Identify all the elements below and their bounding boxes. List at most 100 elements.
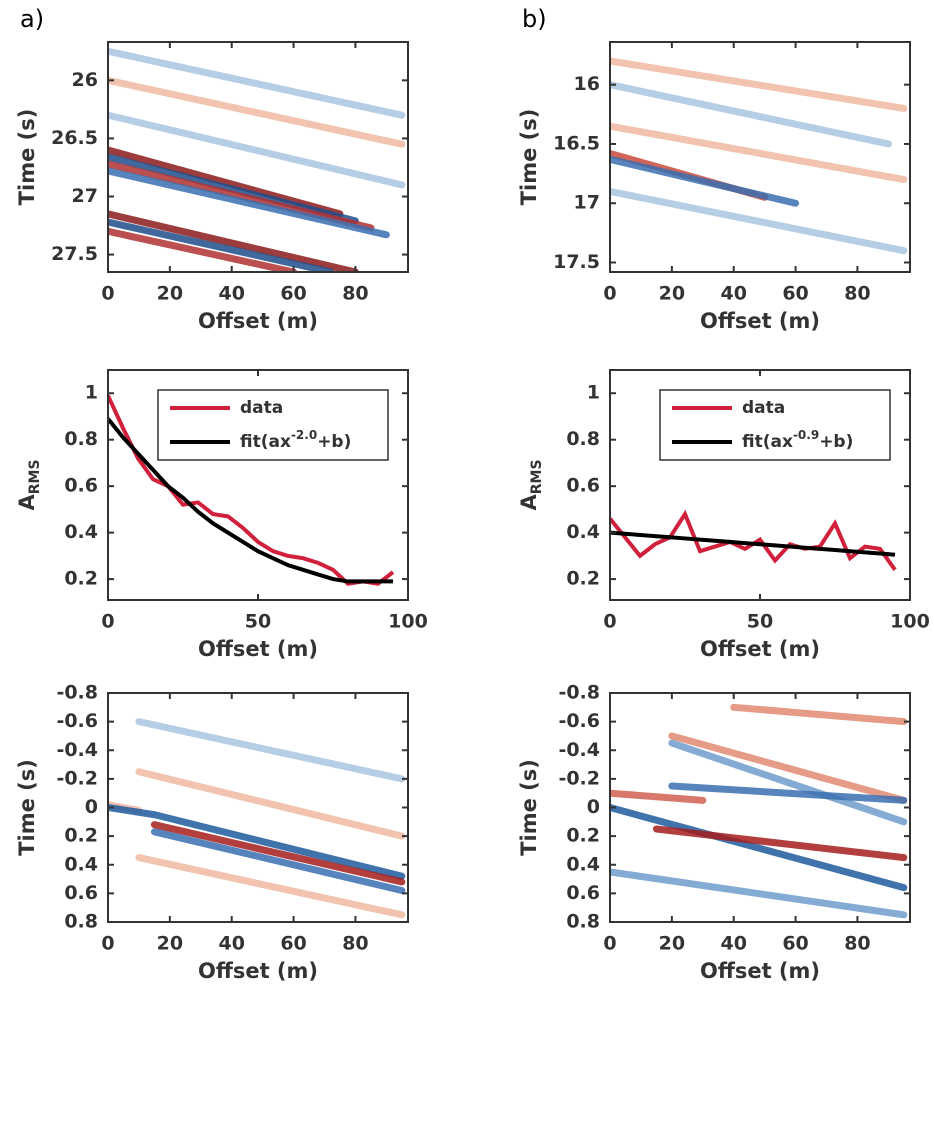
seismic-event xyxy=(610,155,800,207)
x-tick-label: 100 xyxy=(388,611,428,633)
x-tick-label: 100 xyxy=(890,611,930,633)
y-tick-label: 0 xyxy=(85,796,98,818)
x-tick-label: 80 xyxy=(342,933,368,955)
x-tick-label: 40 xyxy=(720,933,746,955)
plot-content xyxy=(108,47,406,272)
seismic-event xyxy=(610,187,908,255)
seismic-event xyxy=(150,828,406,895)
y-axis-label: Time (s) xyxy=(517,109,541,206)
y-tick-label: 0.8 xyxy=(64,911,98,933)
x-tick-label: 40 xyxy=(218,283,244,305)
x-tick-label: 60 xyxy=(782,283,808,305)
plot-content xyxy=(610,509,897,571)
seismic-event xyxy=(108,76,406,148)
y-tick-label: -0.6 xyxy=(56,710,98,732)
x-axis-label: Offset (m) xyxy=(198,637,318,661)
y-tick-label: 0.8 xyxy=(566,911,600,933)
y-tick-label: 26 xyxy=(72,69,98,91)
y-tick-label: 0.2 xyxy=(64,568,98,590)
seismic-event xyxy=(610,81,892,148)
y-tick-label: -0.8 xyxy=(558,682,600,704)
x-tick-label: 40 xyxy=(720,283,746,305)
seismic-event xyxy=(668,739,908,826)
y-tick-label: 0.4 xyxy=(566,853,600,875)
seismic-event xyxy=(135,718,406,783)
axes-frame xyxy=(609,41,911,273)
x-tick-label: 80 xyxy=(844,283,870,305)
seismic-event xyxy=(108,111,406,189)
seismic-event xyxy=(610,804,908,892)
plot-content xyxy=(108,718,406,919)
y-tick-label: -0.4 xyxy=(558,739,600,761)
seismic-event xyxy=(108,210,359,272)
y-tick-label: 27 xyxy=(72,185,98,207)
y-tick-label: 0.2 xyxy=(566,568,600,590)
y-tick-label: 16.5 xyxy=(553,132,600,154)
y-tick-label: 27.5 xyxy=(51,243,98,265)
legend-label: fit(ax-0.9+b) xyxy=(742,428,853,453)
line-series xyxy=(108,417,393,584)
y-axis-label: Time (s) xyxy=(15,109,39,206)
seismic-event xyxy=(108,153,359,225)
plot-area xyxy=(108,42,408,272)
y-tick-label: -0.4 xyxy=(56,739,98,761)
x-tick-label: 50 xyxy=(245,611,271,633)
x-axis-label: Offset (m) xyxy=(700,637,820,661)
x-axis-label: Offset (m) xyxy=(198,309,318,333)
y-tick-label: 0 xyxy=(587,796,600,818)
y-tick-label: 0.6 xyxy=(64,882,98,904)
seismic-event xyxy=(610,868,908,919)
x-axis-label: Offset (m) xyxy=(700,959,820,983)
plot-content xyxy=(610,57,908,255)
panel-label: b) xyxy=(522,5,547,33)
y-axis-label: Time (s) xyxy=(15,759,39,856)
x-tick-label: 50 xyxy=(747,611,773,633)
x-tick-label: 0 xyxy=(603,283,616,305)
seismic-event xyxy=(610,122,908,184)
y-tick-label: 0.8 xyxy=(566,428,600,450)
y-tick-label: 1 xyxy=(85,382,98,404)
seismic-event xyxy=(668,732,908,804)
y-tick-label: 0.6 xyxy=(64,475,98,497)
y-tick-label: 0.4 xyxy=(64,521,98,543)
seismic-event xyxy=(108,218,335,272)
x-tick-label: 20 xyxy=(157,283,183,305)
seismic-event xyxy=(730,703,908,726)
seismic-event xyxy=(610,789,707,804)
x-tick-label: 0 xyxy=(101,611,114,633)
y-tick-label: 16 xyxy=(574,73,600,95)
legend-box xyxy=(157,389,389,461)
y-tick-label: 26.5 xyxy=(51,127,98,149)
y-tick-label: 0.4 xyxy=(64,853,98,875)
y-tick-label: 0.6 xyxy=(566,475,600,497)
seismic-event xyxy=(135,768,406,840)
x-tick-label: 20 xyxy=(659,933,685,955)
seismic-event xyxy=(150,821,406,886)
legend-box xyxy=(659,389,891,461)
y-tick-label: 0.2 xyxy=(64,825,98,847)
plot-area xyxy=(610,42,910,272)
seismic-event xyxy=(668,782,908,804)
plot-content xyxy=(108,394,395,586)
y-tick-label: 0.6 xyxy=(566,882,600,904)
y-tick-label: 17.5 xyxy=(553,251,600,273)
seismic-event xyxy=(108,160,375,232)
x-tick-label: 80 xyxy=(844,933,870,955)
y-axis-label: ARMS xyxy=(15,459,43,510)
x-tick-label: 80 xyxy=(342,283,368,305)
x-axis-label: Offset (m) xyxy=(700,309,820,333)
x-tick-label: 0 xyxy=(603,933,616,955)
y-tick-label: -0.8 xyxy=(56,682,98,704)
legend-label: fit(ax-2.0+b) xyxy=(240,428,351,453)
legend-label: data xyxy=(742,398,785,418)
x-tick-label: 0 xyxy=(101,933,114,955)
x-tick-label: 60 xyxy=(280,933,306,955)
y-tick-label: 0.4 xyxy=(566,521,600,543)
y-tick-label: 1 xyxy=(587,382,600,404)
y-tick-label: -0.2 xyxy=(558,767,600,789)
y-tick-label: -0.6 xyxy=(558,710,600,732)
seismic-event xyxy=(135,854,406,919)
line-series xyxy=(610,530,896,557)
seismic-event xyxy=(652,825,908,862)
